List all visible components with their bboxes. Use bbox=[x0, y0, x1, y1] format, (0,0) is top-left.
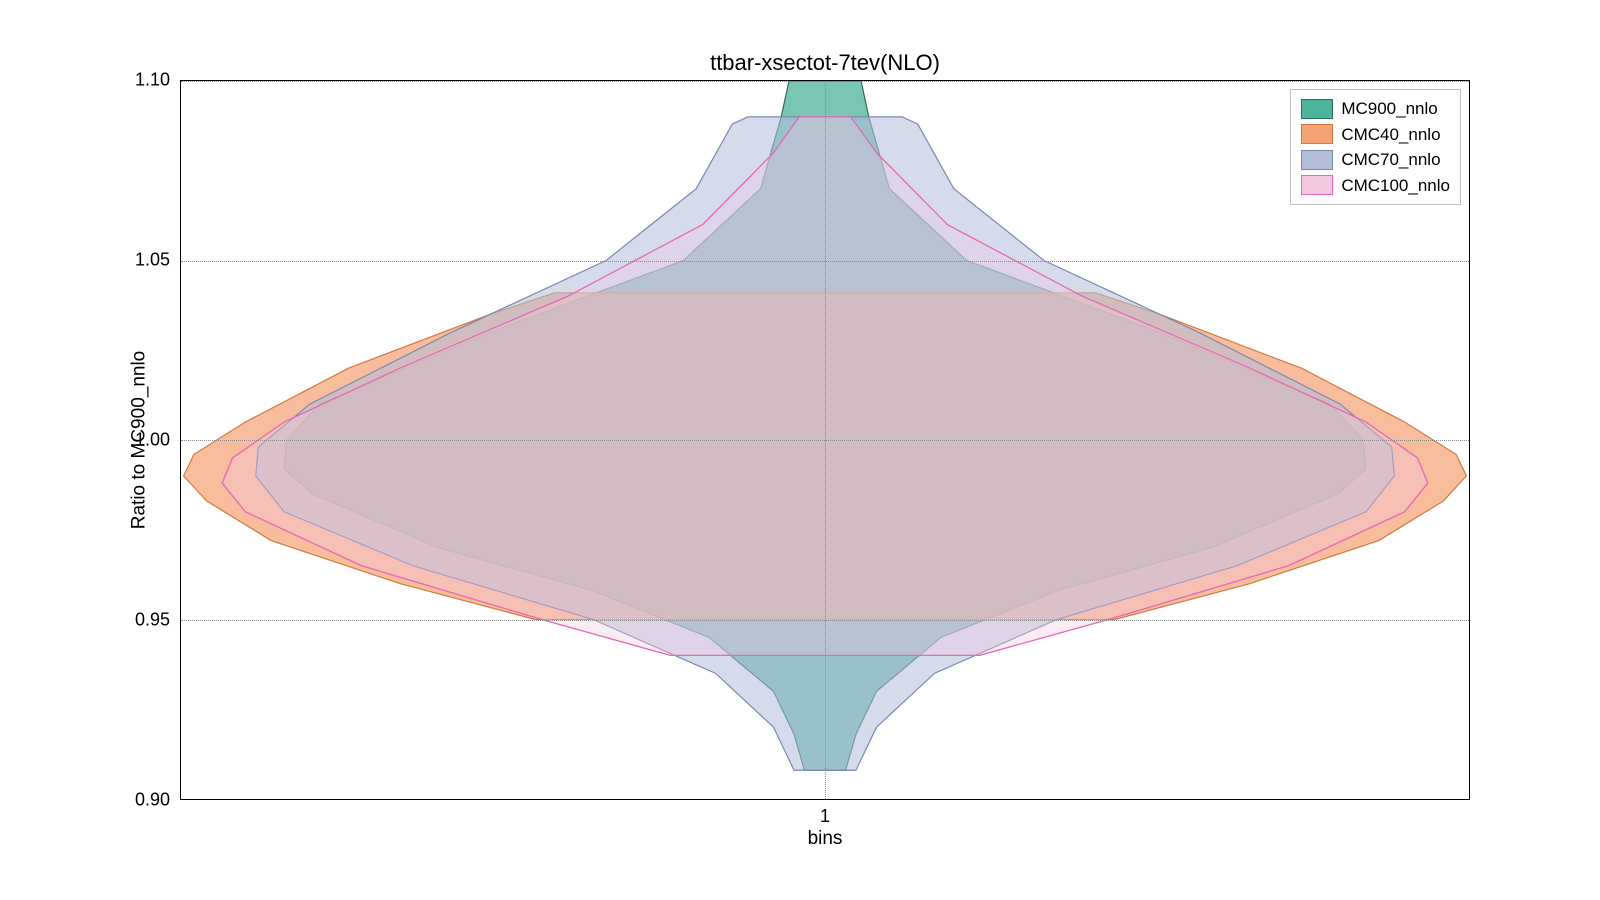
legend-label: MC900_nnlo bbox=[1341, 96, 1437, 122]
legend-item: MC900_nnlo bbox=[1301, 96, 1450, 122]
plot-area: MC900_nnloCMC40_nnloCMC70_nnloCMC100_nnl… bbox=[180, 80, 1470, 800]
legend-label: CMC40_nnlo bbox=[1341, 122, 1440, 148]
legend: MC900_nnloCMC40_nnloCMC70_nnloCMC100_nnl… bbox=[1290, 89, 1461, 205]
y-tick-label: 0.95 bbox=[135, 610, 170, 631]
legend-swatch bbox=[1301, 124, 1333, 144]
gridline-vertical bbox=[825, 81, 826, 799]
legend-label: CMC70_nnlo bbox=[1341, 147, 1440, 173]
gridline-horizontal bbox=[181, 799, 1469, 800]
legend-item: CMC40_nnlo bbox=[1301, 122, 1450, 148]
legend-swatch bbox=[1301, 175, 1333, 195]
legend-swatch bbox=[1301, 150, 1333, 170]
y-tick-label: 0.90 bbox=[135, 790, 170, 811]
chart-container: ttbar-xsectot-7tev(NLO) Ratio to MC900_n… bbox=[180, 80, 1470, 800]
legend-item: CMC70_nnlo bbox=[1301, 147, 1450, 173]
legend-swatch bbox=[1301, 99, 1333, 119]
x-axis-label: bins bbox=[180, 828, 1470, 850]
chart-title: ttbar-xsectot-7tev(NLO) bbox=[180, 50, 1470, 76]
y-tick-label: 1.00 bbox=[135, 430, 170, 451]
legend-label: CMC100_nnlo bbox=[1341, 173, 1450, 199]
y-tick-label: 1.10 bbox=[135, 70, 170, 91]
legend-item: CMC100_nnlo bbox=[1301, 173, 1450, 199]
x-tick-label: 1 bbox=[820, 806, 830, 827]
y-tick-label: 1.05 bbox=[135, 250, 170, 271]
